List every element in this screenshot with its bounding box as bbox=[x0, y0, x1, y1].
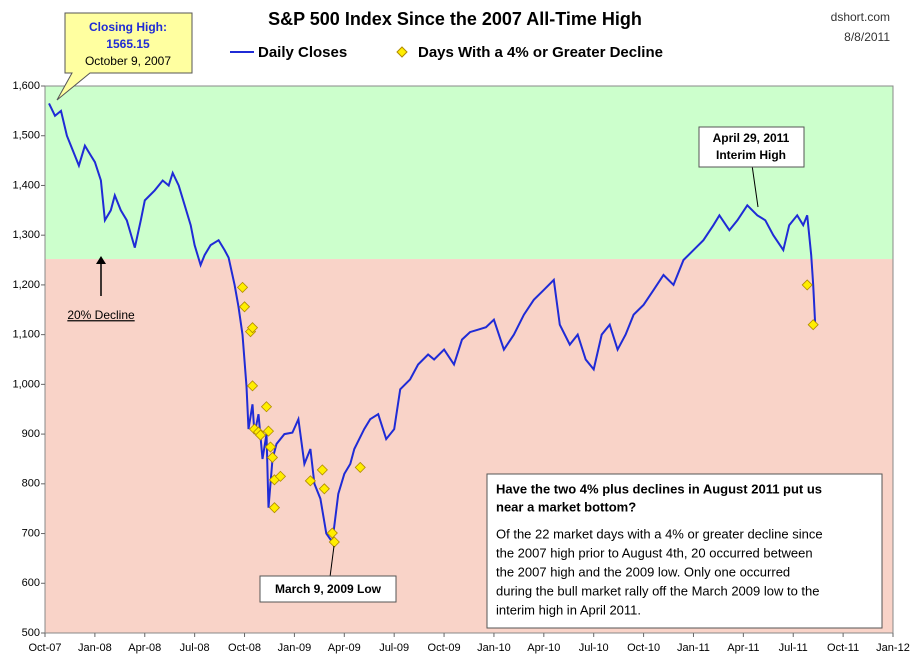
decline-marker bbox=[801, 279, 813, 291]
y-tick-label: 1,100 bbox=[12, 329, 40, 341]
date: 8/8/2011 bbox=[844, 30, 890, 44]
y-tick-label: 600 bbox=[22, 577, 40, 589]
callout-text: 1565.15 bbox=[106, 37, 150, 51]
callout-box bbox=[56, 12, 193, 101]
x-tick-label: Oct-11 bbox=[827, 642, 859, 654]
decline-marker bbox=[260, 401, 273, 413]
decline-label: 20% Decline bbox=[67, 308, 135, 322]
y-tick-label: 1,400 bbox=[12, 179, 40, 191]
callout-text: April 29, 2011 bbox=[713, 131, 790, 145]
decline-marker bbox=[262, 425, 275, 437]
callout-line bbox=[329, 545, 335, 578]
x-tick-label: Oct-09 bbox=[428, 642, 461, 654]
chart-title: S&P 500 Index Since the 2007 All-Time Hi… bbox=[268, 9, 642, 29]
y-tick-label: 1,600 bbox=[12, 80, 40, 92]
decline-marker bbox=[807, 319, 819, 331]
decline-marker bbox=[316, 464, 328, 476]
y-tick-label: 800 bbox=[22, 478, 40, 490]
source: dshort.com bbox=[831, 10, 890, 24]
x-tick-label: Jul-08 bbox=[180, 642, 210, 654]
y-tick-label: 1,300 bbox=[12, 229, 40, 241]
plot-frame bbox=[44, 85, 894, 634]
x-tick-label: Jan-11 bbox=[677, 642, 710, 654]
decline-marker bbox=[268, 502, 281, 514]
callout-text: Interim High bbox=[716, 148, 786, 162]
x-tick-label: Oct-08 bbox=[228, 642, 261, 654]
callout-text: October 9, 2007 bbox=[85, 54, 171, 68]
y-tick-label: 1,000 bbox=[12, 378, 40, 390]
x-tick-label: Jan-12 bbox=[876, 642, 910, 654]
y-tick-label: 1,500 bbox=[12, 130, 40, 142]
decline-marker bbox=[326, 527, 338, 539]
callout-text: March 9, 2009 Low bbox=[275, 582, 382, 596]
x-tick-label: Jul-10 bbox=[579, 642, 609, 654]
legend-swatch bbox=[396, 46, 408, 58]
decline-marker bbox=[264, 441, 277, 453]
decline-marker bbox=[266, 451, 279, 464]
x-tick-label: Apr-08 bbox=[128, 642, 161, 654]
note-text: during the bull market rally off the Mar… bbox=[496, 583, 820, 598]
callout-box bbox=[259, 575, 397, 603]
price-line bbox=[48, 102, 817, 545]
decline-marker bbox=[318, 483, 330, 495]
note-text: the 2007 high prior to August 4th, 20 oc… bbox=[496, 545, 813, 560]
note-title: Have the two 4% plus declines in August … bbox=[496, 481, 822, 496]
decline-marker bbox=[246, 322, 259, 334]
note-text: interim high in April 2011. bbox=[496, 602, 641, 617]
x-tick-label: Jan-09 bbox=[278, 642, 312, 654]
callout-box bbox=[698, 126, 805, 168]
shade-above bbox=[45, 86, 893, 260]
y-tick-label: 1,200 bbox=[12, 279, 40, 291]
x-tick-label: Apr-09 bbox=[328, 642, 361, 654]
decline-marker bbox=[254, 429, 267, 441]
decline-marker bbox=[304, 475, 316, 487]
decline-marker bbox=[236, 281, 249, 293]
decline-marker bbox=[354, 461, 366, 473]
decline-marker bbox=[238, 301, 251, 313]
y-tick-label: 900 bbox=[22, 428, 40, 440]
legend-label: Days With a 4% or Greater Decline bbox=[418, 44, 663, 61]
x-tick-label: Jul-11 bbox=[779, 642, 808, 654]
note-title: near a market bottom? bbox=[496, 499, 636, 514]
decline-marker bbox=[274, 470, 287, 482]
x-tick-label: Oct-07 bbox=[28, 642, 61, 654]
arrow-head bbox=[96, 256, 106, 264]
y-tick-label: 500 bbox=[22, 627, 40, 639]
y-tick-label: 700 bbox=[22, 527, 40, 539]
x-tick-label: Jan-08 bbox=[78, 642, 112, 654]
decline-marker bbox=[246, 380, 259, 392]
callout-line bbox=[751, 164, 759, 208]
note-text: the 2007 high and the 2009 low. Only one… bbox=[496, 564, 790, 579]
note-box bbox=[486, 473, 883, 629]
note-text: Of the 22 market days with a 4% or great… bbox=[496, 526, 823, 541]
x-tick-label: Oct-10 bbox=[627, 642, 660, 654]
legend-label: Daily Closes bbox=[258, 44, 347, 61]
x-tick-label: Jul-09 bbox=[379, 642, 409, 654]
x-tick-label: Apr-11 bbox=[727, 642, 759, 654]
x-tick-label: Apr-10 bbox=[527, 642, 560, 654]
x-tick-label: Jan-10 bbox=[477, 642, 511, 654]
callout-text: Closing High: bbox=[89, 20, 167, 34]
